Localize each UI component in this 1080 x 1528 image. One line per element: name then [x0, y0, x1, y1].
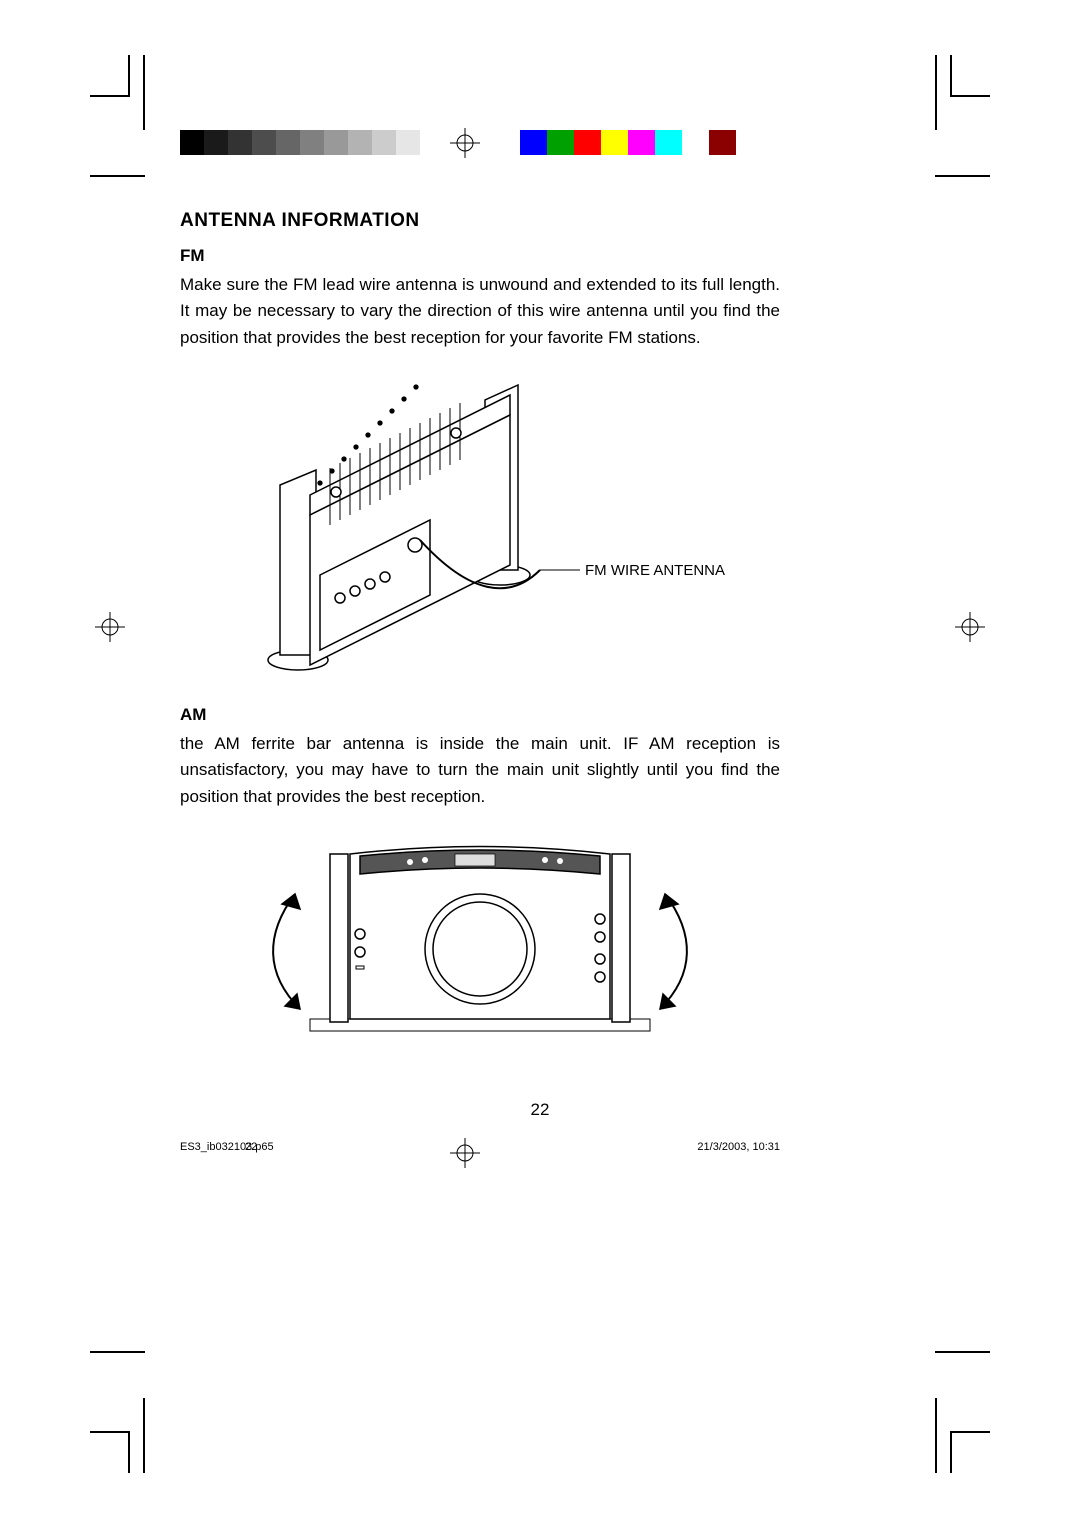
- crop-mark: [90, 1431, 130, 1433]
- section-title: ANTENNA INFORMATION: [180, 210, 780, 232]
- crop-mark: [143, 55, 145, 130]
- footer-filename: ES3_ib032103.p65: [180, 1141, 274, 1153]
- swatch: [180, 130, 204, 155]
- fm-callout-text: FM WIRE ANTENNA: [585, 562, 725, 579]
- page-number: 22: [0, 1100, 1080, 1120]
- crop-mark: [143, 1398, 145, 1473]
- registration-mark-icon: [95, 612, 125, 642]
- crop-mark: [935, 1398, 937, 1473]
- crop-mark: [950, 55, 952, 95]
- swatch: [709, 130, 736, 155]
- swatch: [547, 130, 574, 155]
- swatch: [372, 130, 396, 155]
- am-paragraph: the AM ferrite bar antenna is inside the…: [180, 731, 780, 810]
- print-footer: ES3_ib032103.p65 22 21/3/2003, 10:31: [180, 1141, 780, 1153]
- fm-heading: FM: [180, 246, 780, 266]
- swatch: [682, 130, 709, 155]
- crop-mark: [950, 1431, 990, 1433]
- page-content: ANTENNA INFORMATION FM Make sure the FM …: [180, 210, 780, 1054]
- swatch: [204, 130, 228, 155]
- crop-mark: [128, 1433, 130, 1473]
- crop-mark: [90, 95, 130, 97]
- crop-mark: [950, 1433, 952, 1473]
- grayscale-calibration-strip: [180, 130, 420, 155]
- swatch: [655, 130, 682, 155]
- crop-mark: [935, 175, 990, 177]
- am-heading: AM: [180, 705, 780, 725]
- print-page: ANTENNA INFORMATION FM Make sure the FM …: [0, 0, 1080, 1528]
- crop-mark: [90, 1351, 145, 1353]
- footer-datetime: 21/3/2003, 10:31: [697, 1141, 780, 1153]
- registration-mark-icon: [955, 612, 985, 642]
- crop-mark: [935, 55, 937, 130]
- swatch: [276, 130, 300, 155]
- swatch: [252, 130, 276, 155]
- color-calibration-strip: [520, 130, 736, 155]
- crop-mark: [90, 175, 145, 177]
- swatch: [628, 130, 655, 155]
- swatch: [348, 130, 372, 155]
- swatch: [601, 130, 628, 155]
- footer-page: 22: [245, 1141, 257, 1153]
- swatch: [574, 130, 601, 155]
- crop-mark: [128, 55, 130, 95]
- crop-mark: [950, 95, 990, 97]
- fm-paragraph: Make sure the FM lead wire antenna is un…: [180, 272, 780, 351]
- am-rotate-figure: [180, 824, 780, 1054]
- fm-antenna-figure: FM WIRE ANTENNA: [180, 365, 780, 685]
- crop-mark: [935, 1351, 990, 1353]
- swatch: [228, 130, 252, 155]
- swatch: [300, 130, 324, 155]
- registration-mark-icon: [450, 128, 480, 158]
- swatch: [324, 130, 348, 155]
- swatch: [396, 130, 420, 155]
- swatch: [520, 130, 547, 155]
